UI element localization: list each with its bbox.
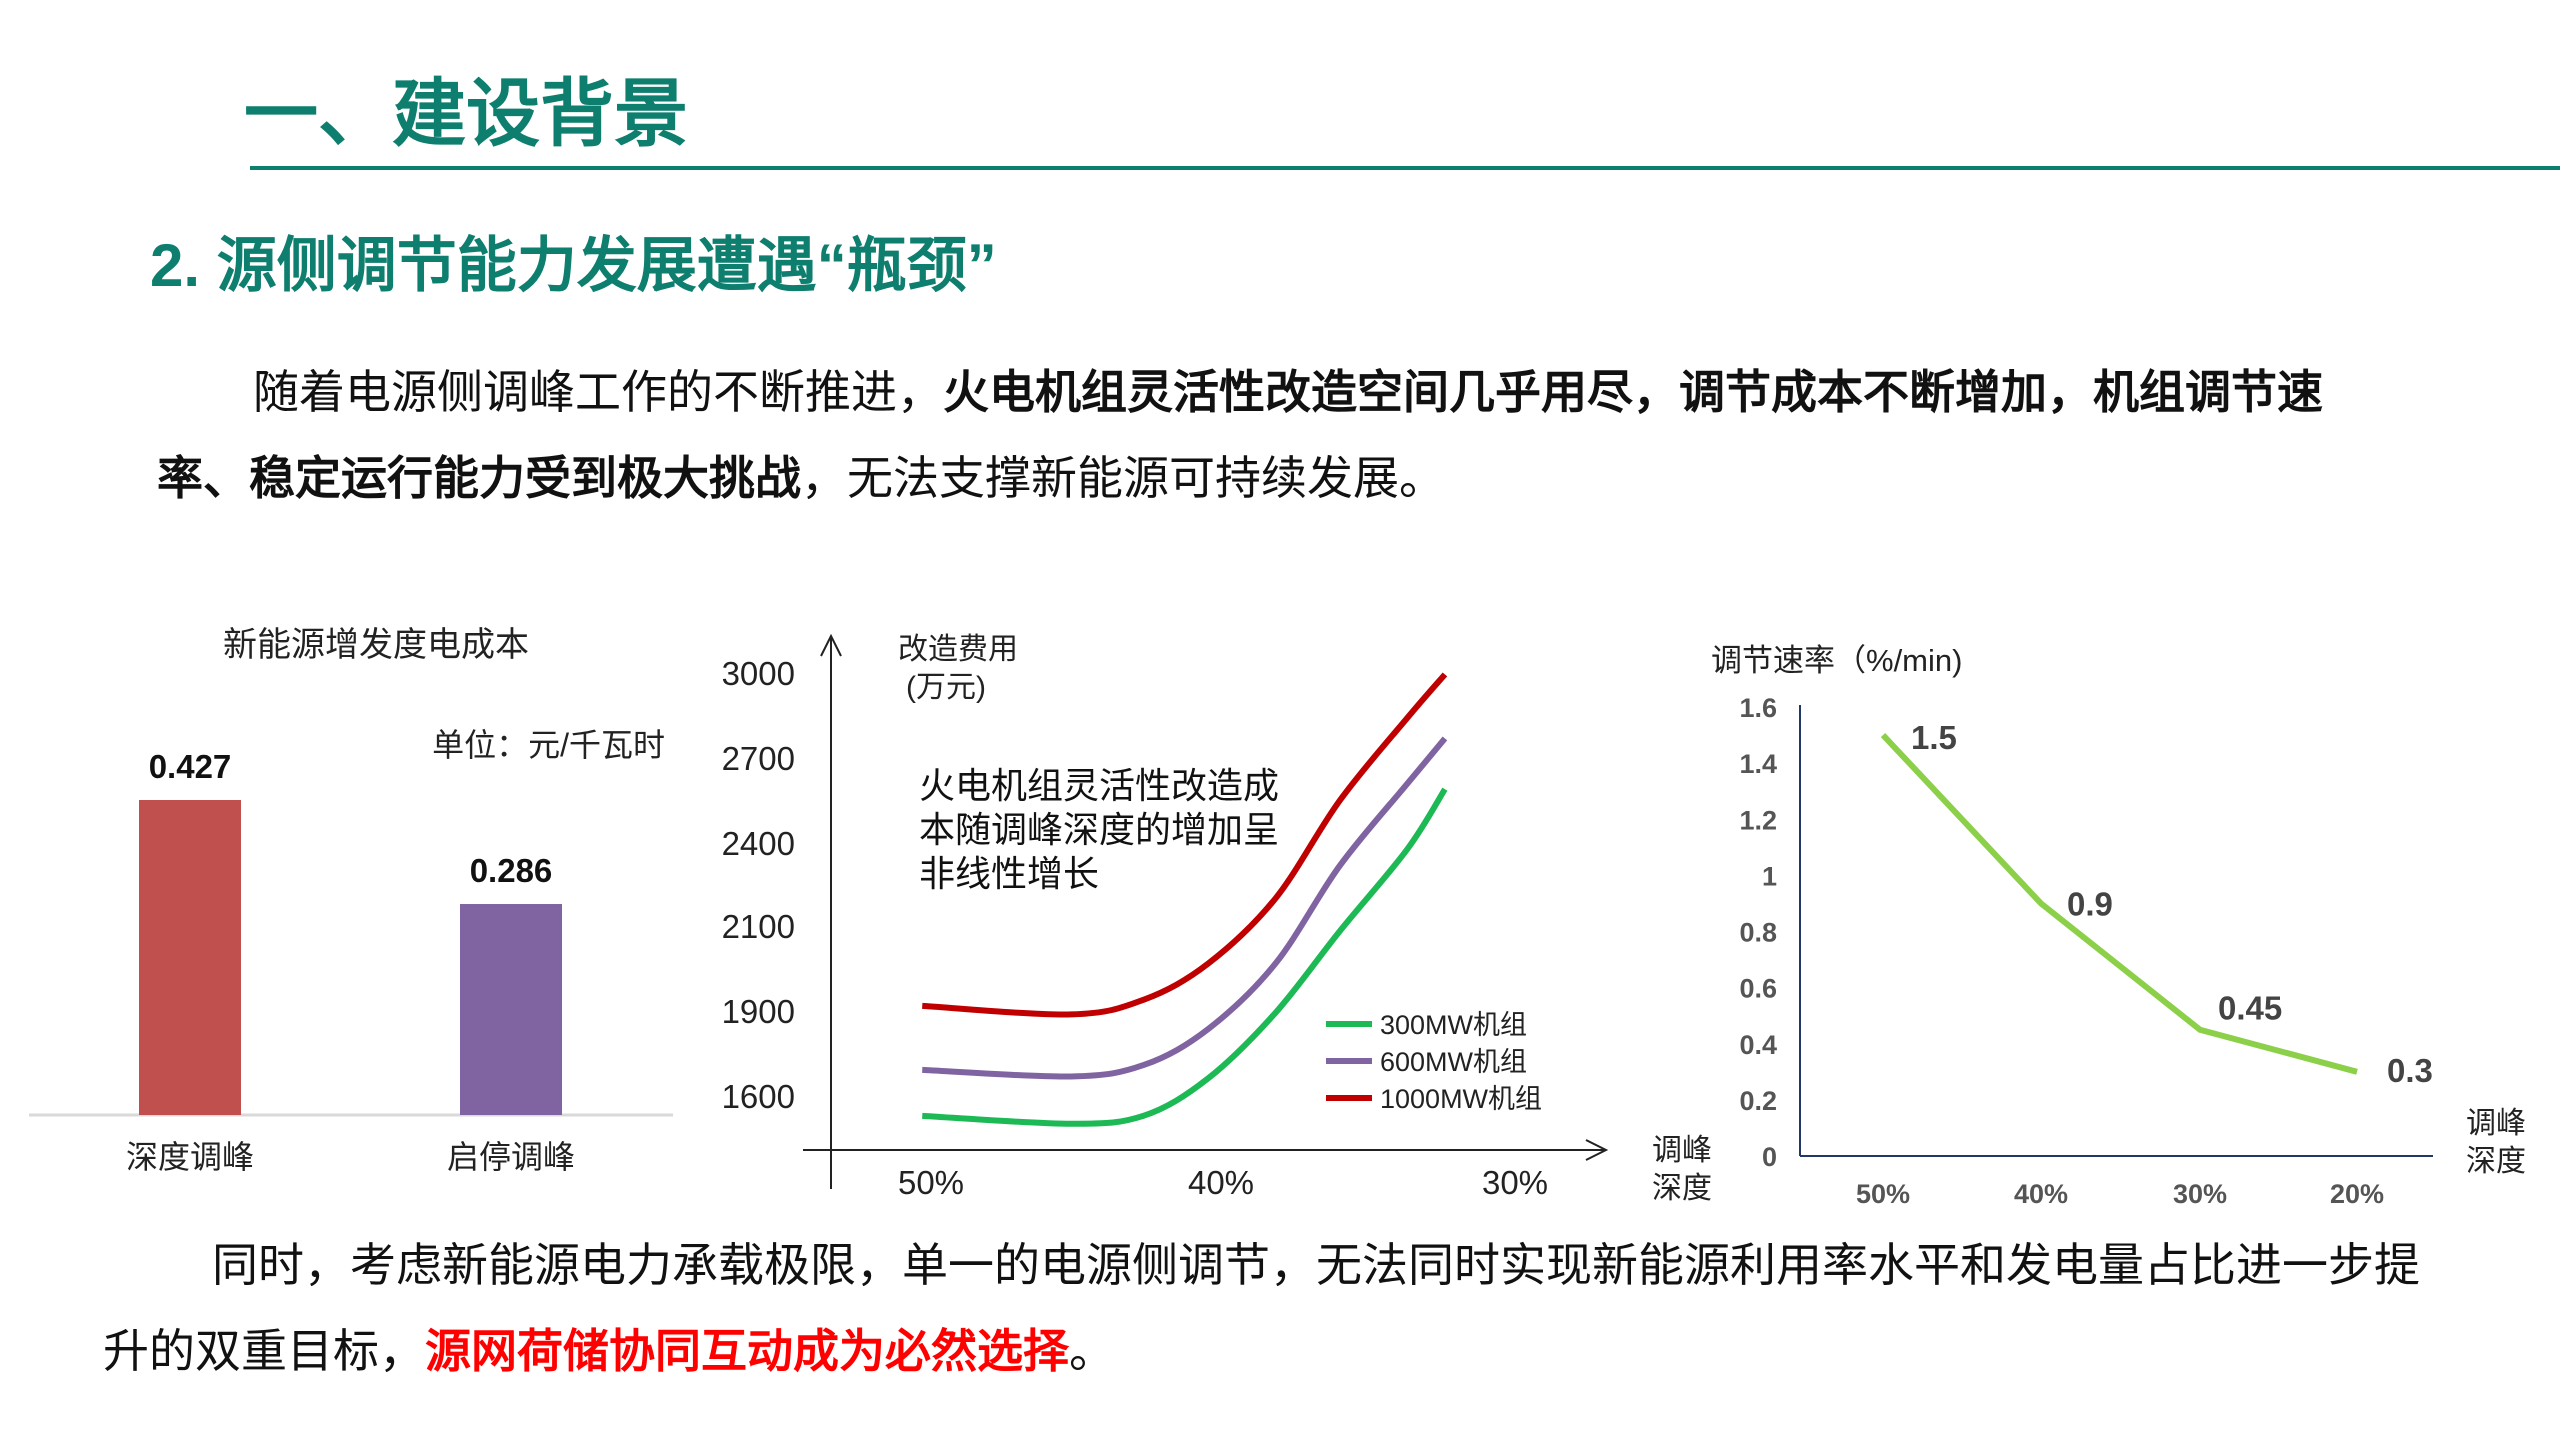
- conclusion-text: 同时，考虑新能源电力承载极限，单一的电源侧调节，无法同时实现新能源利用率水平和发…: [103, 1239, 2420, 1377]
- bar-chart: 新能源增发度电成本 单位：元/千瓦时 深度调峰 启停调峰 0.427 0.286: [29, 626, 673, 1175]
- cost-y-tick-label: 3000: [722, 655, 795, 692]
- cost-x-axis-title-2: 深度: [1652, 1172, 1712, 1205]
- rate-y-tick-label: 0.6: [1739, 974, 1777, 1004]
- bar-chart-title: 新能源增发度电成本: [223, 626, 529, 664]
- bar-data-label: 0.286: [470, 852, 553, 889]
- conclusion-paragraph: 同时，考虑新能源电力承载极限，单一的电源侧调节，无法同时实现新能源利用率水平和发…: [103, 1222, 2443, 1394]
- legend-label: 300MW机组: [1380, 1010, 1527, 1040]
- subsection-title: 2. 源侧调节能力发展遭遇“瓶颈”: [150, 232, 997, 299]
- cost-annotation-line: 火电机组灵活性改造成: [919, 765, 1279, 806]
- rate-y-tick-label: 1: [1762, 861, 1777, 891]
- cost-x-tick-label: 30%: [1482, 1164, 1548, 1201]
- rate-x-tick-label: 30%: [2173, 1179, 2227, 1209]
- rate-x-axis-title-2: 深度: [2466, 1145, 2526, 1178]
- cost-y-tick-label: 2700: [722, 740, 795, 777]
- rate-x-tick-label: 50%: [1856, 1179, 1910, 1209]
- legend-label: 1000MW机组: [1380, 1084, 1542, 1114]
- conclusion-text-end: 。: [1069, 1325, 1115, 1377]
- bar-category-label: 启停调峰: [447, 1139, 575, 1175]
- rate-y-axis-title: 调节速率（%/min): [1711, 643, 1962, 678]
- cost-annotation-line: 本随调峰深度的增加呈: [919, 809, 1279, 850]
- bar-chart-unit: 单位：元/千瓦时: [432, 727, 665, 763]
- cost-x-tick-label: 50%: [898, 1164, 964, 1201]
- intro-bold-text: 火电机组灵活性改造空间几乎用尽，调节成本不断增加，机组调节速率、稳定运行能力受到…: [157, 366, 2323, 504]
- rate-data-label: 1.5: [1911, 719, 1957, 756]
- rate-y-tick-label: 1.6: [1739, 693, 1777, 723]
- rate-data-label: 0.45: [2218, 990, 2282, 1027]
- cost-y-axis-title: 改造费用: [898, 633, 1018, 666]
- cost-series-line: [922, 672, 1448, 1018]
- bar-category-label: 深度调峰: [126, 1139, 254, 1175]
- legend-label: 600MW机组: [1380, 1047, 1527, 1077]
- title-divider: [250, 166, 2560, 170]
- rate-y-tick-label: 0.8: [1739, 918, 1777, 948]
- cost-y-tick-label: 2400: [722, 825, 795, 862]
- cost-x-axis-title-1: 调峰: [1652, 1134, 1712, 1167]
- cost-chart: 改造费用 (万元) 调峰 深度 1600 1900 2100 2400 2700 3000…: [722, 633, 1712, 1205]
- cost-y-tick-label: 1900: [722, 993, 795, 1030]
- intro-paragraph: 随着电源侧调峰工作的不断推进，火电机组灵活性改造空间几乎用尽，调节成本不断增加，…: [157, 349, 2387, 521]
- rate-data-label: 0.3: [2387, 1052, 2433, 1089]
- bar: [460, 904, 562, 1115]
- x-axis-arrow-icon: [1585, 1139, 1609, 1161]
- cost-y-tick-label: 2100: [722, 908, 795, 945]
- cost-series-line: [922, 787, 1448, 1127]
- rate-y-tick-label: 0.4: [1739, 1030, 1777, 1060]
- bar-data-label: 0.427: [149, 748, 232, 785]
- rate-x-tick-label: 40%: [2014, 1179, 2068, 1209]
- intro-text-end: ，无法支撑新能源可持续发展。: [801, 452, 1445, 504]
- cost-y-tick-label: 1600: [722, 1078, 795, 1115]
- rate-chart: 调节速率（%/min) 调峰 深度 0 0.2 0.4 0.6 0.8 1 1.2 1.4 1.…: [1711, 643, 2526, 1209]
- cost-annotation-line: 非线性增长: [919, 853, 1099, 894]
- cost-series-line: [922, 736, 1448, 1080]
- rate-series-line: [1880, 733, 2358, 1075]
- cost-y-axis-unit: (万元): [906, 671, 986, 704]
- section-title: 一、建设背景: [244, 72, 688, 155]
- cost-x-tick-label: 40%: [1188, 1164, 1254, 1201]
- rate-x-tick-label: 20%: [2330, 1179, 2384, 1209]
- rate-x-axis-title-1: 调峰: [2466, 1107, 2526, 1140]
- rate-y-tick-label: 1.2: [1739, 805, 1777, 835]
- intro-text: 随着电源侧调峰工作的不断推进，: [253, 366, 943, 418]
- bar: [139, 800, 241, 1115]
- rate-y-tick-label: 0: [1762, 1142, 1777, 1172]
- rate-data-label: 0.9: [2067, 885, 2113, 922]
- rate-y-tick-label: 0.2: [1739, 1086, 1777, 1116]
- y-axis-arrow-icon: [820, 633, 842, 657]
- rate-y-tick-label: 1.4: [1739, 749, 1777, 779]
- conclusion-highlight: 源网荷储协同互动成为必然选择: [425, 1325, 1069, 1377]
